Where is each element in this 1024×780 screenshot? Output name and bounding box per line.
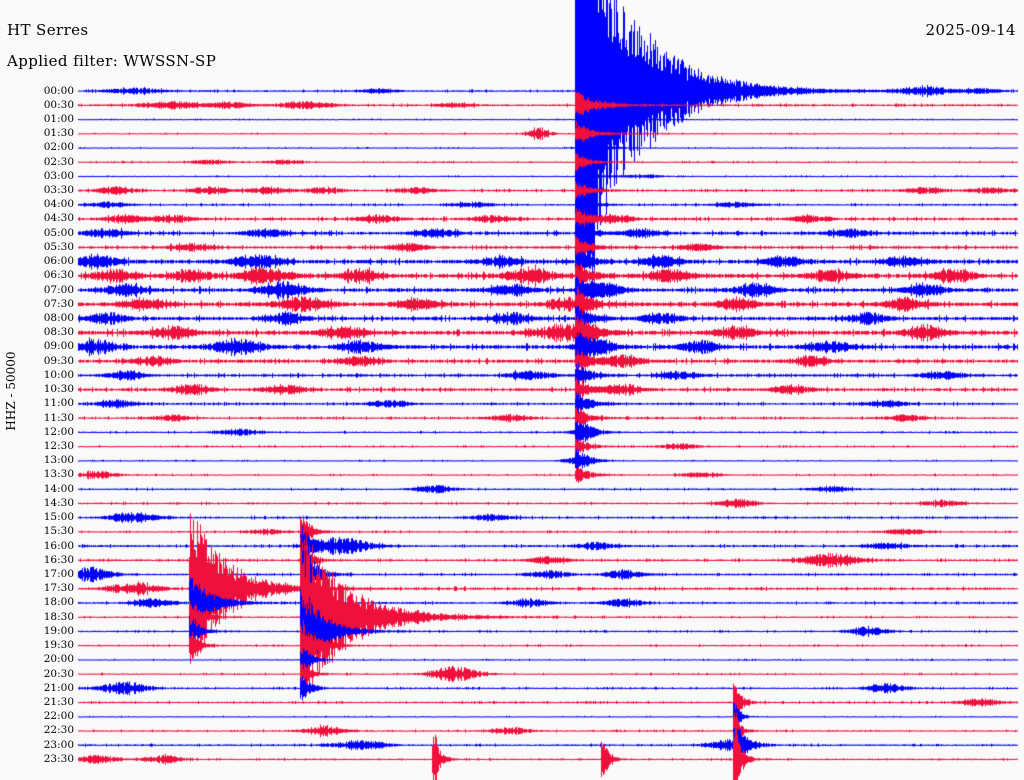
time-label: 07:30 [43,297,74,310]
time-label: 02:30 [43,155,74,168]
time-label: 12:30 [43,440,74,452]
time-label: 06:30 [43,269,74,282]
time-label: 01:00 [43,112,74,125]
time-label: 23:00 [43,738,74,751]
time-label: 18:30 [43,610,74,623]
time-label: 03:30 [43,184,74,197]
time-label: 13:00 [43,454,74,467]
time-label: 09:30 [43,354,74,367]
time-label: 02:00 [43,141,74,154]
time-label: 16:30 [43,553,74,566]
time-label: 05:30 [43,240,74,253]
time-label: 17:30 [43,582,74,595]
time-label: 22:00 [43,710,74,723]
time-label: 15:00 [43,511,74,524]
time-label: 04:00 [43,198,74,211]
time-label: 14:00 [43,482,74,495]
time-label: 20:00 [43,653,74,666]
time-label: 00:00 [43,84,74,97]
time-label: 05:00 [43,226,74,239]
time-label: 06:00 [43,255,74,268]
time-label: 10:30 [43,383,74,396]
time-label: 08:30 [43,326,74,339]
time-label: 16:00 [43,539,74,552]
time-label: 09:00 [43,340,74,353]
time-label: 08:00 [43,312,74,325]
time-label: 04:30 [43,212,74,225]
time-label: 17:00 [43,567,74,580]
time-label: 18:00 [43,596,74,609]
time-label: 15:30 [43,525,74,538]
time-label: 22:30 [43,724,74,737]
time-label: 00:30 [43,98,74,111]
time-label: 10:00 [43,368,74,381]
time-axis-labels: 00:00 00:30 01:00 01:30 02:00 02:30 03:00 03:30… [0,0,74,780]
time-label: 11:30 [43,411,74,424]
time-label: 21:00 [43,681,74,694]
time-label: 07:00 [43,283,74,296]
time-label: 20:30 [43,667,74,680]
time-label: 13:30 [43,468,74,481]
time-label: 01:30 [43,127,74,140]
time-label: 21:30 [43,695,74,708]
time-label: 12:00 [43,425,74,438]
time-label: 23:30 [43,752,74,765]
time-label: 19:00 [43,624,74,637]
time-label: 11:00 [43,397,74,410]
time-label: 19:30 [43,639,74,652]
time-label: 14:30 [43,496,74,509]
time-label: 03:00 [43,169,74,182]
